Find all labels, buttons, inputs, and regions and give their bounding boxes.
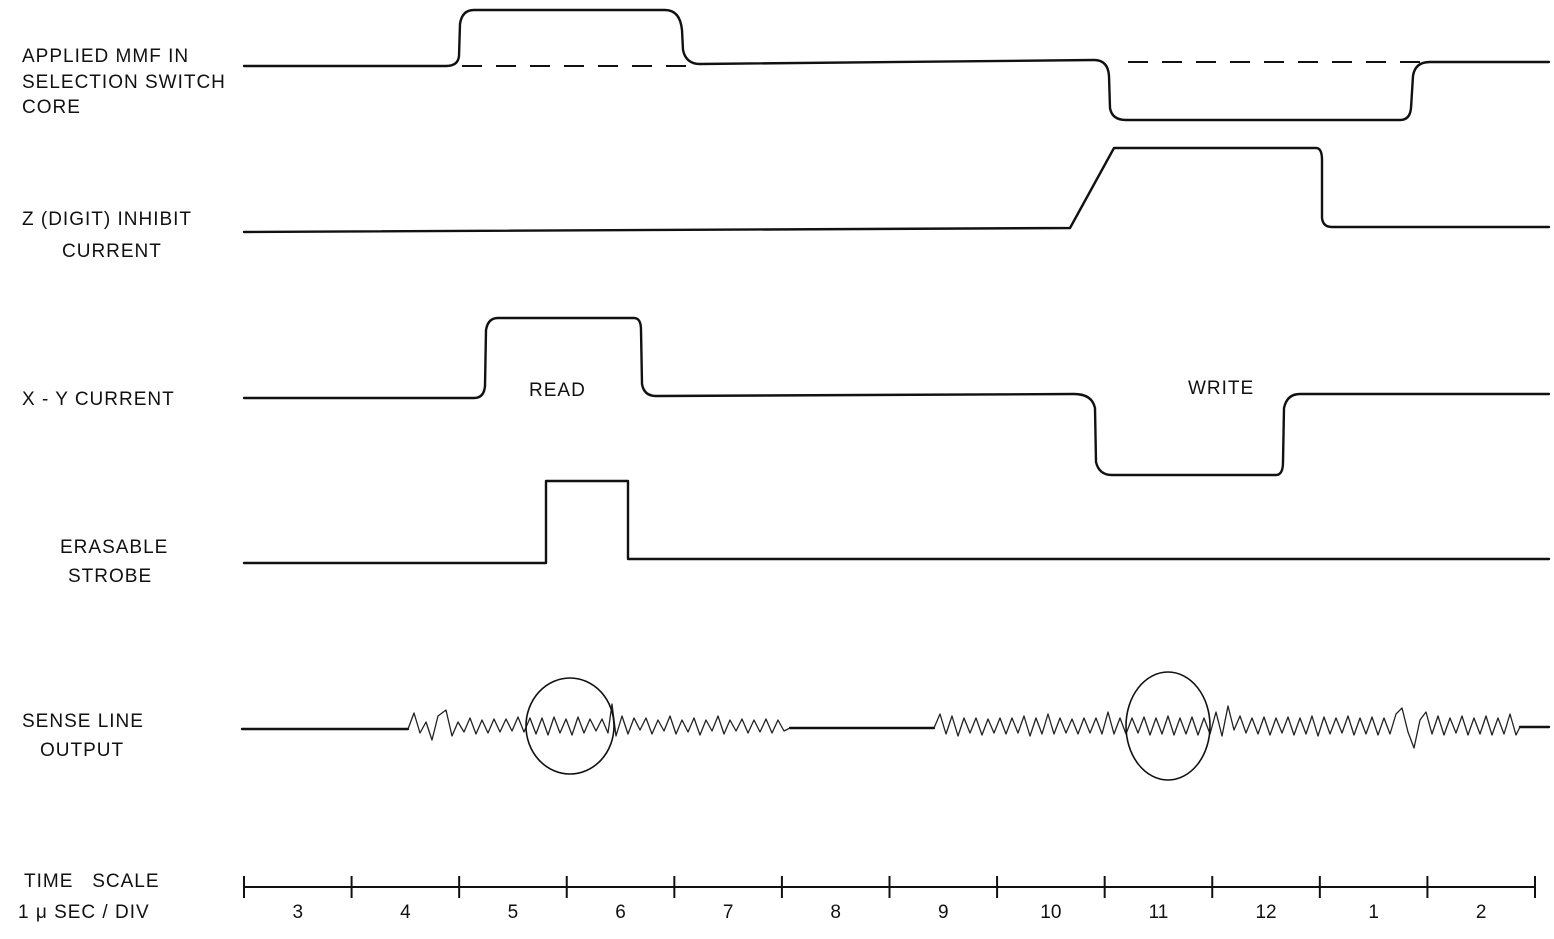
applied-mmf-label-line-3: CORE xyxy=(22,97,81,118)
time-scale-label-line-1: TIME SCALE xyxy=(24,871,160,892)
time-scale-label: TIME SCALE 1 μ SEC / DIV xyxy=(18,871,160,923)
sense-line-noise-write xyxy=(933,705,1521,749)
xy-current-trace xyxy=(242,316,1551,477)
time-division-label: 9 xyxy=(938,902,949,923)
time-division-label: 11 xyxy=(1149,902,1169,923)
time-scale-label-line-2: 1 μ SEC / DIV xyxy=(18,902,150,923)
time-division-label: 6 xyxy=(615,902,626,923)
time-division-label: 7 xyxy=(723,902,734,923)
sense-line-label-line-1: SENSE LINE xyxy=(22,711,144,732)
erasable-strobe-label-line-1: ERASABLE xyxy=(60,537,168,558)
z-inhibit-label: Z (DIGIT) INHIBIT CURRENT xyxy=(22,209,192,262)
sense-line-noise-read xyxy=(407,703,791,741)
xy-current-label-line-1: X - Y CURRENT xyxy=(22,389,175,410)
time-scale-axis: 3 4 5 6 7 8 9 10 11 12 1 2 xyxy=(243,876,1536,923)
z-inhibit-label-line-2: CURRENT xyxy=(62,241,162,262)
time-division-label: 1 xyxy=(1368,902,1379,923)
z-inhibit-trace xyxy=(242,146,1551,234)
sense-line-baseline xyxy=(240,725,1551,731)
time-division-label: 8 xyxy=(830,902,841,923)
applied-mmf-trace xyxy=(242,8,1551,122)
applied-mmf-label: APPLIED MMF IN SELECTION SWITCH CORE xyxy=(22,46,226,118)
write-label: WRITE xyxy=(1188,378,1254,399)
applied-mmf-label-line-2: SELECTION SWITCH xyxy=(22,72,226,93)
sense-line-label-line-2: OUTPUT xyxy=(40,740,124,761)
sense-line-read-window xyxy=(525,677,615,775)
erasable-strobe-label: ERASABLE STROBE xyxy=(60,537,168,587)
time-division-label: 10 xyxy=(1040,902,1061,923)
time-division-label: 4 xyxy=(400,902,411,923)
time-division-label: 2 xyxy=(1476,902,1487,923)
time-division-label: 5 xyxy=(508,902,519,923)
applied-mmf-label-line-1: APPLIED MMF IN xyxy=(22,46,189,67)
read-label: READ xyxy=(529,380,586,401)
erasable-strobe-trace xyxy=(242,479,1551,565)
time-division-label: 12 xyxy=(1255,902,1276,923)
sense-line-label: SENSE LINE OUTPUT xyxy=(22,711,144,761)
z-inhibit-label-line-1: Z (DIGIT) INHIBIT xyxy=(22,209,192,230)
sense-line-write-window xyxy=(1125,671,1211,781)
erasable-strobe-label-line-2: STROBE xyxy=(68,566,152,587)
time-division-label: 3 xyxy=(293,902,304,923)
xy-current-label: X - Y CURRENT xyxy=(22,389,175,410)
